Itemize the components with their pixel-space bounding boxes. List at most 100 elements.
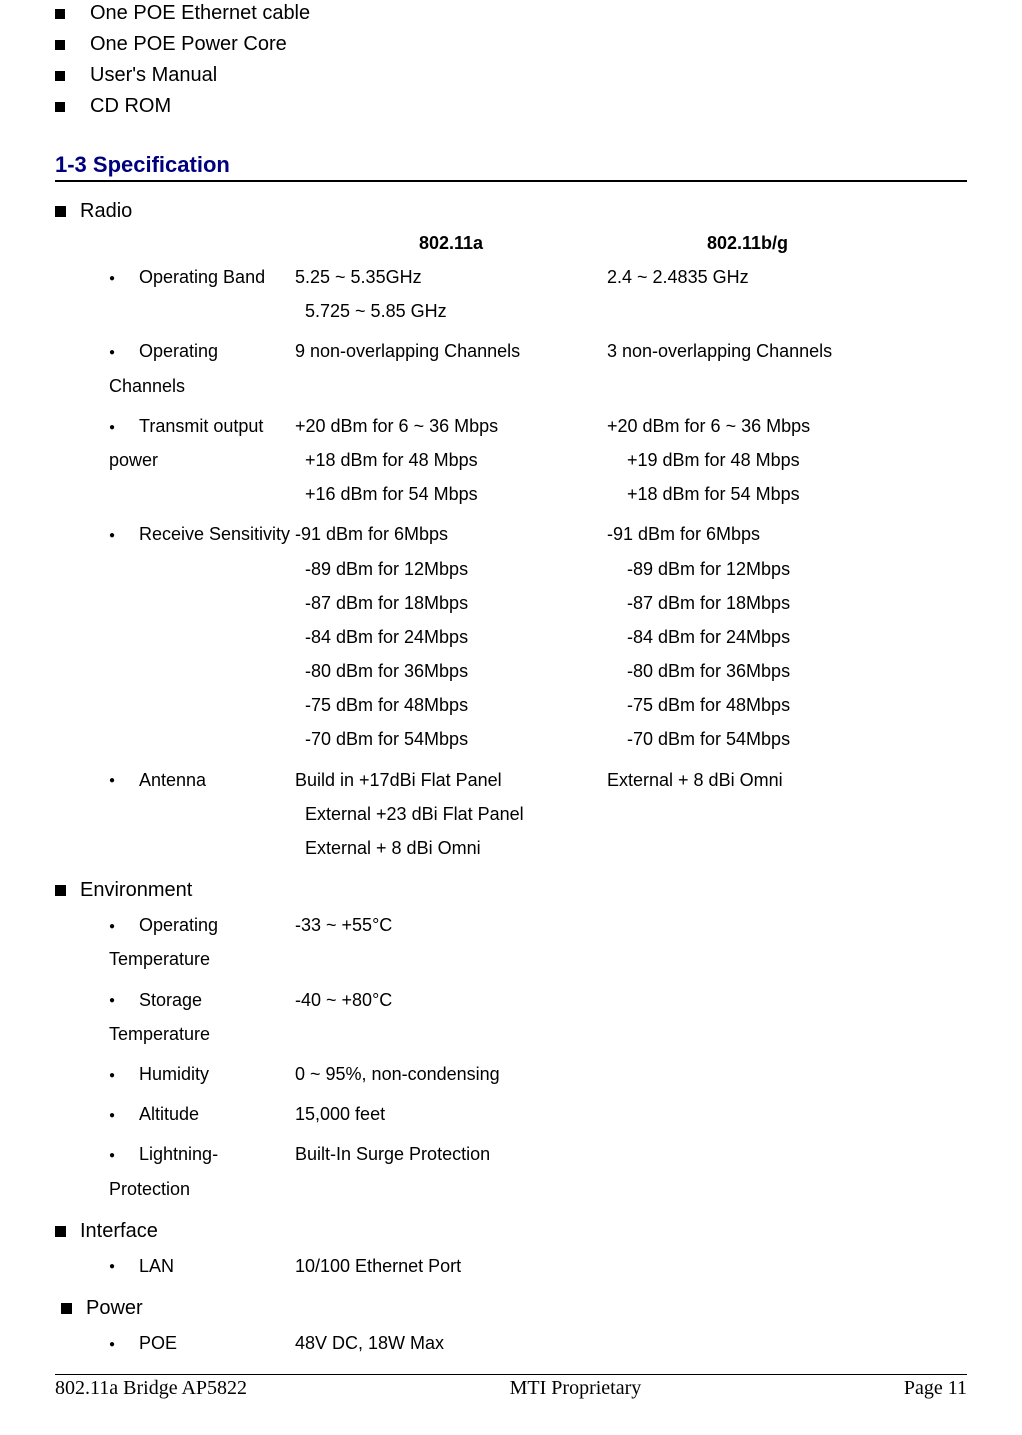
spec-value-line: 2.4 ~ 2.4835 GHz xyxy=(607,260,967,294)
spec-value-line: -40 ~ +80°C xyxy=(295,983,607,1017)
subsection-title: Environment xyxy=(80,879,192,902)
spec-label: Operating Channels xyxy=(55,334,295,402)
spec-value-line: +20 dBm for 6 ~ 36 Mbps xyxy=(607,409,967,443)
spec-value-line: 0 ~ 95%, non-condensing xyxy=(295,1057,607,1091)
spec-value-line: -84 dBm for 24Mbps xyxy=(295,620,607,654)
square-bullet-icon xyxy=(55,885,66,896)
list-item: User's Manual xyxy=(55,62,967,93)
spec-label: POE xyxy=(55,1326,295,1360)
spec-value-line: -33 ~ +55°C xyxy=(295,908,607,942)
spec-value-line: -89 dBm for 12Mbps xyxy=(607,552,967,586)
subsection-power: Power xyxy=(61,1297,967,1320)
spec-row: POE48V DC, 18W Max xyxy=(55,1326,967,1360)
spec-row: LAN10/100 Ethernet Port xyxy=(55,1249,967,1283)
spec-value-b: External + 8 dBi Omni xyxy=(607,763,967,866)
interface-spec-rows: LAN10/100 Ethernet Port xyxy=(55,1249,967,1283)
col-header-a: 802.11a xyxy=(295,233,667,254)
spec-value-line: -87 dBm for 18Mbps xyxy=(295,586,607,620)
package-contents-list: One POE Ethernet cable One POE Power Cor… xyxy=(55,0,967,124)
spec-value-line: -75 dBm for 48Mbps xyxy=(295,688,607,722)
spec-value-line: 9 non-overlapping Channels xyxy=(295,334,607,368)
page: One POE Ethernet cable One POE Power Cor… xyxy=(0,0,1022,1435)
spec-value-a: 48V DC, 18W Max xyxy=(295,1326,607,1360)
spec-value-a: -91 dBm for 6Mbps-89 dBm for 12Mbps-87 d… xyxy=(295,517,607,756)
spec-label: Altitude xyxy=(55,1097,295,1131)
list-item: One POE Power Core xyxy=(55,31,967,62)
spec-row: Altitude15,000 feet xyxy=(55,1097,967,1131)
spec-value-line: External + 8 dBi Omni xyxy=(607,763,967,797)
spec-value-line: Build in +17dBi Flat Panel xyxy=(295,763,607,797)
spec-value-line: 10/100 Ethernet Port xyxy=(295,1249,607,1283)
spec-value-a: Built-In Surge Protection xyxy=(295,1137,607,1205)
spec-row: AntennaBuild in +17dBi Flat PanelExterna… xyxy=(55,763,967,866)
spec-label: Transmit output power xyxy=(55,409,295,512)
list-item-text: User's Manual xyxy=(90,64,217,87)
square-bullet-icon xyxy=(61,1303,72,1314)
spec-value-a: -33 ~ +55°C xyxy=(295,908,607,976)
list-item-text: One POE Ethernet cable xyxy=(90,2,310,25)
spec-value-a: Build in +17dBi Flat PanelExternal +23 d… xyxy=(295,763,607,866)
spec-value-line: -84 dBm for 24Mbps xyxy=(607,620,967,654)
footer-left: 802.11a Bridge AP5822 xyxy=(55,1377,247,1400)
square-bullet-icon xyxy=(55,9,65,19)
spec-value-line: 5.725 ~ 5.85 GHz xyxy=(295,294,607,328)
spec-value-b: -91 dBm for 6Mbps-89 dBm for 12Mbps-87 d… xyxy=(607,517,967,756)
spec-value-line: External + 8 dBi Omni xyxy=(295,831,607,865)
spec-value-b: +20 dBm for 6 ~ 36 Mbps+19 dBm for 48 Mb… xyxy=(607,409,967,512)
spec-value-line: -70 dBm for 54Mbps xyxy=(295,722,607,756)
spec-row: Operating Channels9 non-overlapping Chan… xyxy=(55,334,967,402)
spec-value-line: +19 dBm for 48 Mbps xyxy=(607,443,967,477)
spec-label: LAN xyxy=(55,1249,295,1283)
spec-value-line: -80 dBm for 36Mbps xyxy=(295,654,607,688)
spec-value-line: -75 dBm for 48Mbps xyxy=(607,688,967,722)
spec-label: Operating Band xyxy=(55,260,295,328)
spec-value-a: 15,000 feet xyxy=(295,1097,607,1131)
spec-value-line: +20 dBm for 6 ~ 36 Mbps xyxy=(295,409,607,443)
spec-value-a: 0 ~ 95%, non-condensing xyxy=(295,1057,607,1091)
spec-label: Lightning-Protection xyxy=(55,1137,295,1205)
subsection-title: Interface xyxy=(80,1220,158,1243)
spec-value-a: 9 non-overlapping Channels xyxy=(295,334,607,402)
spec-value-line: -80 dBm for 36Mbps xyxy=(607,654,967,688)
list-item: CD ROM xyxy=(55,93,967,124)
spacer xyxy=(55,233,295,254)
spec-value-line: -91 dBm for 6Mbps xyxy=(295,517,607,551)
spec-row: Lightning-ProtectionBuilt-In Surge Prote… xyxy=(55,1137,967,1205)
spec-label: Receive Sensitivity xyxy=(55,517,295,756)
spec-value-line: 48V DC, 18W Max xyxy=(295,1326,607,1360)
spec-column-headers: 802.11a 802.11b/g xyxy=(55,233,967,254)
col-header-b: 802.11b/g xyxy=(667,233,967,254)
section-heading-specification: 1-3 Specification xyxy=(55,152,967,182)
footer-center: MTI Proprietary xyxy=(510,1377,642,1400)
spec-value-line: -89 dBm for 12Mbps xyxy=(295,552,607,586)
list-item-text: CD ROM xyxy=(90,95,171,118)
spec-value-b: 2.4 ~ 2.4835 GHz xyxy=(607,260,967,328)
spec-value-line: External +23 dBi Flat Panel xyxy=(295,797,607,831)
spec-row: Storage Temperature-40 ~ +80°C xyxy=(55,983,967,1051)
spec-row: Receive Sensitivity-91 dBm for 6Mbps-89 … xyxy=(55,517,967,756)
spec-value-line: -91 dBm for 6Mbps xyxy=(607,517,967,551)
spec-value-line: -87 dBm for 18Mbps xyxy=(607,586,967,620)
square-bullet-icon xyxy=(55,1226,66,1237)
spec-value-a: +20 dBm for 6 ~ 36 Mbps+18 dBm for 48 Mb… xyxy=(295,409,607,512)
spec-label: Operating Temperature xyxy=(55,908,295,976)
subsection-interface: Interface xyxy=(55,1220,967,1243)
page-footer: 802.11a Bridge AP5822 MTI Proprietary Pa… xyxy=(55,1374,967,1400)
subsection-radio: Radio xyxy=(55,200,967,223)
square-bullet-icon xyxy=(55,102,65,112)
spec-value-line: +18 dBm for 54 Mbps xyxy=(607,477,967,511)
spec-value-line: +18 dBm for 48 Mbps xyxy=(295,443,607,477)
spec-label: Humidity xyxy=(55,1057,295,1091)
spec-value-a: -40 ~ +80°C xyxy=(295,983,607,1051)
square-bullet-icon xyxy=(55,206,66,217)
spec-value-line: Built-In Surge Protection xyxy=(295,1137,607,1171)
power-spec-rows: POE48V DC, 18W Max xyxy=(55,1326,967,1360)
subsection-title: Power xyxy=(86,1297,143,1320)
spec-value-line: +16 dBm for 54 Mbps xyxy=(295,477,607,511)
spec-value-b: 3 non-overlapping Channels xyxy=(607,334,967,402)
subsection-environment: Environment xyxy=(55,879,967,902)
spec-label: Storage Temperature xyxy=(55,983,295,1051)
spec-value-line: 3 non-overlapping Channels xyxy=(607,334,967,368)
radio-spec-rows: Operating Band5.25 ~ 5.35GHz5.725 ~ 5.85… xyxy=(55,260,967,865)
list-item-text: One POE Power Core xyxy=(90,33,287,56)
